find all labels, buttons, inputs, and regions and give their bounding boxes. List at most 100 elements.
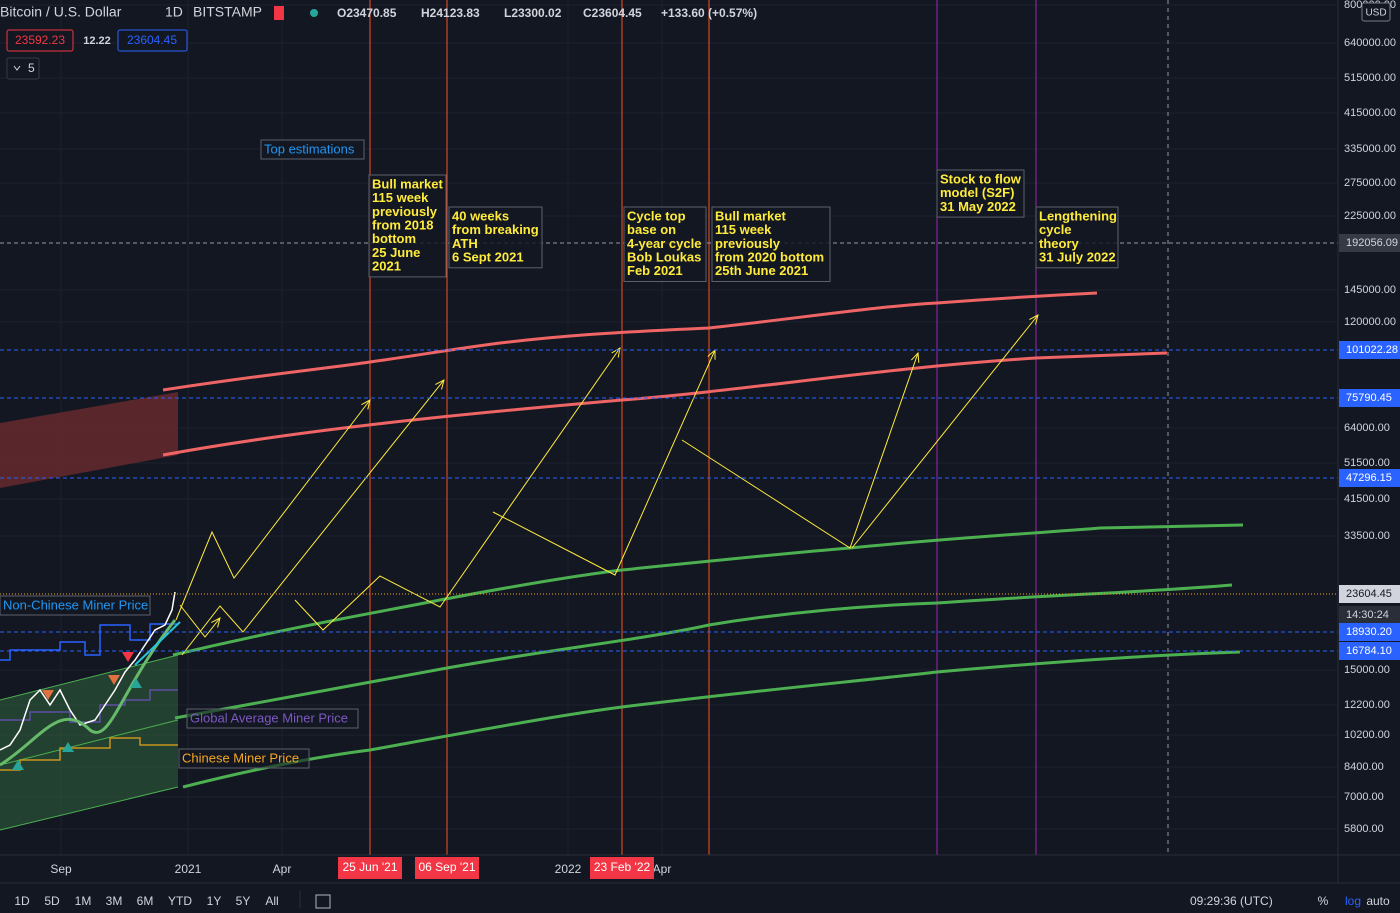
note-line: Stock to flow [940,171,1022,186]
note-box [1035,206,1119,269]
projection-arrow [179,604,220,638]
price-label: 120000.00 [1344,316,1396,328]
price-marker-bg [1339,623,1400,641]
projection-arrow [851,315,1038,549]
exchange: BITSTAMP [193,4,262,20]
projection-arrow [294,348,620,631]
note-line: 31 May 2022 [940,199,1016,214]
range-button[interactable]: 1D [14,894,30,908]
projection-arrow [492,350,715,576]
projection-arrow [681,353,918,549]
note-line: theory [1039,236,1080,251]
range-button[interactable]: YTD [168,894,192,908]
clock: 09:29:36 (UTC) [1190,894,1273,908]
ohlc-close: C23604.45 [583,6,642,20]
price-label: 275000.00 [1344,177,1396,189]
lower-red-curve [162,351,1168,457]
top-estimations: Top estimations [264,141,355,156]
range-button[interactable]: 6M [137,894,154,908]
price-marker: 192056.09 [1346,237,1398,249]
middle-green-curve [174,583,1233,720]
price-label: 515000.00 [1344,72,1396,84]
ohlc-change: +133.60 (+0.57%) [661,6,757,20]
calendar-icon [315,894,331,909]
time-marker: 23 Feb '22 [594,860,651,874]
price-line [0,591,176,751]
note-box [623,206,707,282]
projection-arrow [175,400,370,621]
miner-price-label: Global Average Miner Price [190,710,348,725]
header: Bitcoin / U.S. Dollar 1D BITSTAMP O23470.85… [0,4,757,80]
time-marker-bg [590,857,654,879]
price-label: 64000.00 [1344,422,1390,434]
time-label: Apr [653,862,672,876]
time-marker-bg [338,857,402,879]
spread: 12.22 [83,35,111,47]
time-label: 2021 [175,862,202,876]
indicators-count: 5 [28,61,35,75]
indicators-toggle[interactable] [6,57,40,80]
range-button[interactable]: All [265,894,278,908]
percent-button[interactable]: % [1318,894,1329,908]
price-label: 415000.00 [1344,107,1396,119]
note-line: cycle [1039,222,1072,237]
note-line: from 2020 bottom [715,250,824,265]
note-line: 115 week [715,222,772,237]
log-button[interactable]: log [1345,894,1361,908]
status-dot [310,9,318,17]
note-line: 31 July 2022 [1039,250,1116,265]
ohlc-low: L23300.02 [504,6,562,20]
sell-signal [122,652,134,662]
price-axis [1338,0,1400,855]
note-line: Feb 2021 [627,263,683,278]
buy-signal [12,760,24,770]
price-label: 51500.00 [1344,457,1390,469]
trend-line [134,621,181,666]
channel-line [0,654,179,701]
auto-button[interactable]: auto [1366,894,1390,908]
symbol: Bitcoin / U.S. Dollar [0,4,122,20]
miner-label-box [178,748,310,769]
range-button[interactable]: 3M [106,894,123,908]
miner-price-label: Chinese Miner Price [182,750,299,765]
price-marker-bg [1339,389,1400,407]
interval: 1D [165,4,183,20]
channel-line [0,719,179,766]
range-button[interactable]: 1Y [207,894,222,908]
price-label: 5800.00 [1344,823,1384,835]
time-marker: 25 Jun '21 [342,860,397,874]
note-line: previously [372,204,438,219]
note-line: ATH [452,236,478,251]
price-label: 8400.00 [1344,761,1384,773]
note-line: 4-year cycle [627,236,701,251]
currency-box [1361,2,1391,22]
note-line: model (S2F) [940,185,1014,200]
price-marker-bg [1339,606,1400,624]
ohlc-high: H24123.83 [421,6,480,20]
lower-green-curve [182,650,1241,789]
price-label: 41500.00 [1344,493,1390,505]
price-label: 10200.00 [1344,729,1390,741]
non-chinese-miner-line [0,623,178,661]
price-marker: 47296.15 [1346,472,1392,484]
note-line: from 2018 [372,218,433,233]
note-line: from breaking [452,222,539,237]
price-marker-bg [1339,585,1400,603]
price-label: 335000.00 [1344,143,1396,155]
range-button[interactable]: 5Y [236,894,251,908]
ask-box [117,29,188,52]
miner-label-box [186,708,359,729]
price-label: 7000.00 [1344,791,1384,803]
time-label: Sep [50,862,72,876]
note-line: 115 week [372,190,429,205]
range-button[interactable]: 5D [44,894,60,908]
sell-signal [42,690,54,700]
buy-signal [62,742,74,752]
vertical-lines [369,0,1169,855]
time-label: Apr [273,862,292,876]
price-marker-bg [1339,341,1400,359]
range-button[interactable]: 1M [75,894,92,908]
chevron [13,65,21,71]
